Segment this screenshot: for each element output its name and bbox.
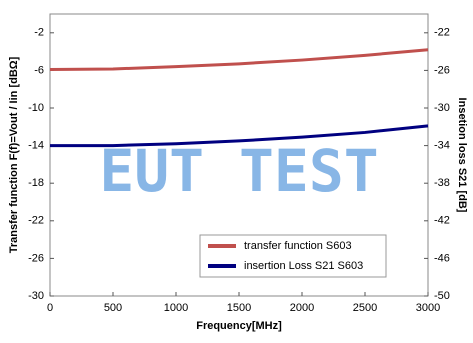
y-tick-label: -22 [28,215,44,227]
y2-axis-title: Insetion loss S21 [dB] [456,98,468,213]
y2-tick-label: -42 [434,215,450,227]
y2-tick-label: -34 [434,140,450,152]
y-axis-title: Transfer function F(f)=Vout / Iin [dBΩ] [8,56,20,253]
y2-tick-label: -22 [434,27,450,39]
x-axis-title: Frequency[MHz] [196,320,282,332]
y2-tick-label: -38 [434,177,450,189]
y-tick-label: -6 [34,64,44,76]
y-tick-label: -10 [28,102,44,114]
x-tick-label: 2000 [290,302,314,314]
legend-label: transfer function S603 [244,240,352,252]
y2-tick-label: -50 [434,290,450,302]
legend-box [199,234,387,278]
legend-label: insertion Loss S21 S603 [244,260,363,272]
x-tick-label: 1500 [227,302,251,314]
y-tick-label: -18 [28,177,44,189]
x-tick-label: 500 [104,302,122,314]
series-line [50,124,429,148]
y-tick-label: -2 [34,27,44,39]
y-tick-label: -14 [28,140,44,152]
x-tick-label: 2500 [353,302,377,314]
y2-tick-label: -30 [434,102,450,114]
y-tick-label: -26 [28,252,44,264]
y2-tick-label: -26 [434,64,450,76]
y-tick-label: -30 [28,290,44,302]
y2-tick-label: -46 [434,252,450,264]
series-line [49,48,429,71]
x-tick-label: 0 [47,302,53,314]
watermark: EUT TEST [99,137,378,205]
x-tick-label: 1000 [164,302,188,314]
x-tick-label: 3000 [416,302,440,314]
